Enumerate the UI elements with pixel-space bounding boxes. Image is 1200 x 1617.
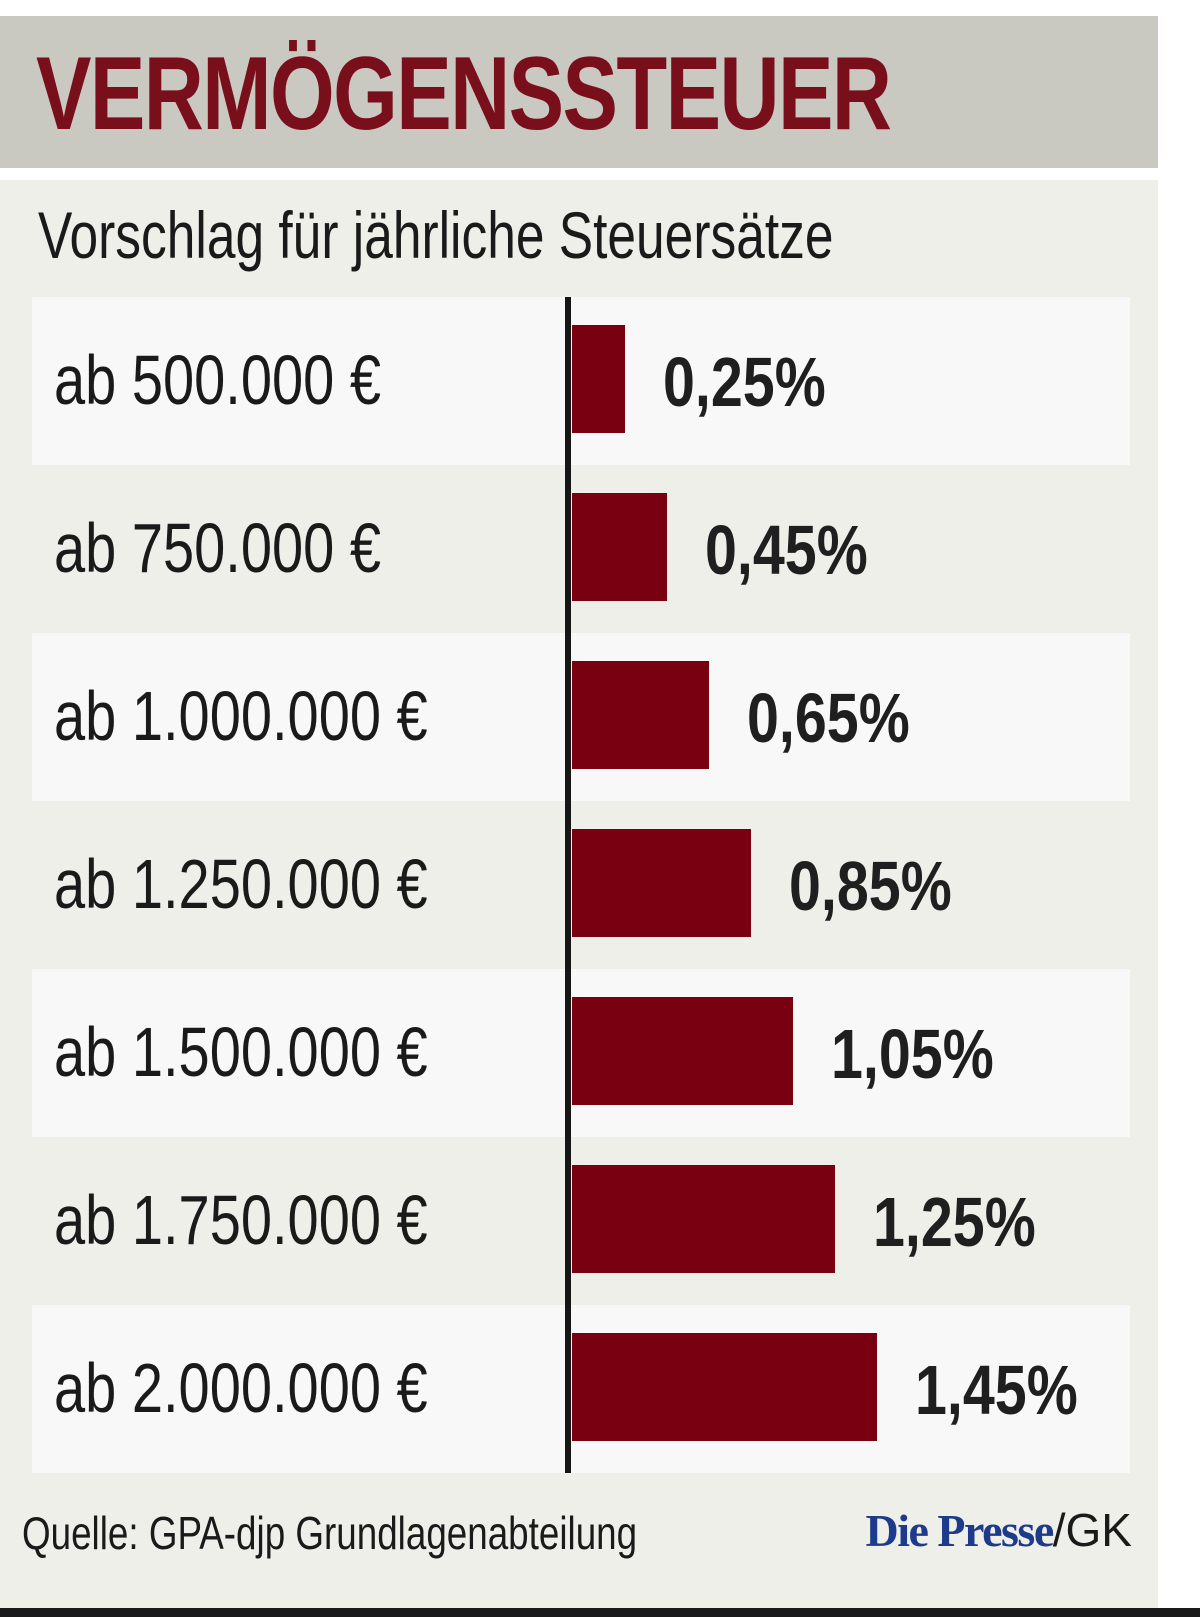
source-note: Quelle: GPA-djp Grundlagenabteilung xyxy=(22,1507,638,1559)
category-label: ab 1.250.000 € xyxy=(54,845,428,923)
bar-row: ab 2.000.000 € 1,45% xyxy=(32,1305,1130,1473)
bar-row: ab 500.000 € 0,25% xyxy=(32,297,1130,465)
category-label: ab 500.000 € xyxy=(54,341,381,419)
y-axis-line xyxy=(565,297,571,1473)
bar-row: ab 1.250.000 € 0,85% xyxy=(32,801,1130,969)
value-label: 1,25% xyxy=(873,1183,1036,1261)
bar xyxy=(572,997,793,1105)
value-label: 0,85% xyxy=(789,847,952,925)
bar-row: ab 1.000.000 € 0,65% xyxy=(32,633,1130,801)
credit: Die Presse/GK xyxy=(866,1500,1133,1572)
bar xyxy=(572,1165,835,1273)
brand-suffix: /GK xyxy=(1052,1504,1132,1556)
bar-row: ab 750.000 € 0,45% xyxy=(32,465,1130,633)
bar xyxy=(572,661,709,769)
category-label: ab 1.500.000 € xyxy=(54,1013,428,1091)
value-label: 0,65% xyxy=(747,679,910,757)
chart-subtitle: Vorschlag für jährliche Steuersätze xyxy=(38,198,834,272)
brand-logo: Die Presse xyxy=(865,1505,1055,1556)
bar xyxy=(572,1333,877,1441)
category-label: ab 750.000 € xyxy=(54,509,381,587)
bar xyxy=(572,325,625,433)
category-label: ab 1.000.000 € xyxy=(54,677,428,755)
value-label: 0,45% xyxy=(705,511,868,589)
category-label: ab 2.000.000 € xyxy=(54,1349,428,1427)
category-label: ab 1.750.000 € xyxy=(54,1181,428,1259)
bar-row: ab 1.750.000 € 1,25% xyxy=(32,1137,1130,1305)
value-label: 0,25% xyxy=(663,343,826,421)
bar xyxy=(572,829,751,937)
title-band: VERMÖGENSSTEUER xyxy=(0,16,1158,168)
bottom-rule xyxy=(0,1608,1200,1617)
bar xyxy=(572,493,667,601)
bar-row: ab 1.500.000 € 1,05% xyxy=(32,969,1130,1137)
value-label: 1,45% xyxy=(915,1351,1078,1429)
value-label: 1,05% xyxy=(831,1015,994,1093)
chart-title: VERMÖGENSSTEUER xyxy=(36,36,892,152)
